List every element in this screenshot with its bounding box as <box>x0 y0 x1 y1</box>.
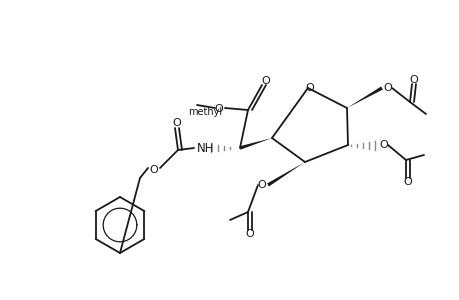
Text: NH: NH <box>197 142 214 154</box>
Polygon shape <box>239 138 271 150</box>
Text: O: O <box>214 104 223 114</box>
Text: O: O <box>305 83 313 93</box>
Text: O: O <box>172 118 181 128</box>
Text: O: O <box>245 229 254 239</box>
Text: O: O <box>149 165 158 175</box>
Text: O: O <box>403 177 411 187</box>
Text: O: O <box>257 180 266 190</box>
Polygon shape <box>346 86 382 108</box>
Text: O: O <box>379 140 387 150</box>
Text: O: O <box>261 76 270 86</box>
Text: methyl: methyl <box>188 107 222 117</box>
Polygon shape <box>267 162 304 187</box>
Text: O: O <box>409 75 418 85</box>
Text: O: O <box>383 83 392 93</box>
